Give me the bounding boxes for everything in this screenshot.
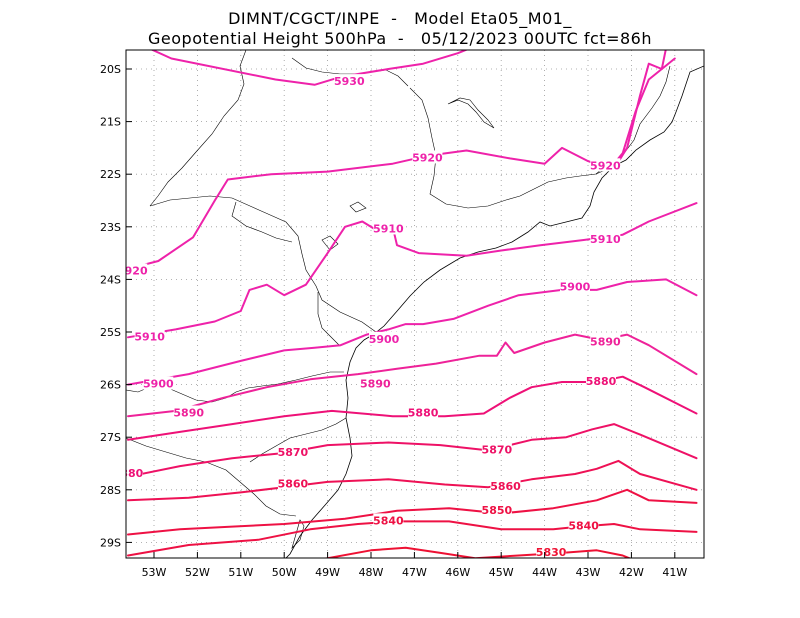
plot-background xyxy=(126,50,704,558)
contour-label: 5880 xyxy=(408,407,439,420)
contour-label: 5890 xyxy=(173,407,204,420)
contour-5910 xyxy=(127,202,698,339)
contour-label-bg xyxy=(481,442,512,456)
contour-labels: 5930 5920 5920 5920 5910 5910 5910 5900 5900 5900… xyxy=(113,74,621,559)
contour-label-bg xyxy=(490,479,521,493)
lon-tick-label: 41W xyxy=(662,566,687,579)
lon-tick-label: 45W xyxy=(489,566,514,579)
lat-tick-label: 29S xyxy=(100,536,121,549)
contour-label: 5910 xyxy=(590,233,621,246)
state-border xyxy=(231,201,293,243)
contour-label-bg xyxy=(334,74,365,88)
contour-label: 5870 xyxy=(278,446,309,459)
plot-frame xyxy=(125,49,705,559)
contour-label: 5920 xyxy=(117,265,148,278)
contour-label: 5910 xyxy=(134,330,165,343)
contour-label: 5840 xyxy=(373,514,404,527)
contour-5920 xyxy=(127,57,676,270)
lat-tick-label: 22S xyxy=(100,168,121,181)
lat-tick-label: 24S xyxy=(100,273,121,286)
state-border xyxy=(409,87,607,209)
contour-label: 5900 xyxy=(560,280,591,293)
state-border xyxy=(317,292,341,347)
state-border xyxy=(149,50,247,207)
contour-label: 5830 xyxy=(536,546,567,559)
contour-label: 5930 xyxy=(334,75,365,88)
lon-tick-label: 43W xyxy=(576,566,601,579)
lon-tick-label: 47W xyxy=(402,566,427,579)
contour-5930 xyxy=(613,50,667,170)
contour-5870 xyxy=(127,423,698,478)
longitude-axis: 53W 52W 51W 50W 49W 48W 47W 46W 45W 44W 43W 42W 41W xyxy=(142,552,687,579)
contour-label-bg xyxy=(173,405,204,419)
figure-title-line2: Geopotential Height 500hPa - 05/12/2023 … xyxy=(148,29,652,48)
contour-label-bg xyxy=(412,150,443,164)
lat-tick-label: 23S xyxy=(100,221,121,234)
lon-tick-label: 44W xyxy=(532,566,557,579)
contour-label-bg xyxy=(586,373,617,387)
contour-label-bg xyxy=(590,231,621,245)
lon-tick-label: 46W xyxy=(445,566,470,579)
contour-label: 5860 xyxy=(278,478,309,491)
lat-tick-label: 25S xyxy=(100,326,121,339)
figure-title-line1: DIMNT/CGCT/INPE - Model Eta05_M01_ xyxy=(228,9,572,28)
contour-label: 5910 xyxy=(373,222,404,235)
lat-tick-label: 20S xyxy=(100,63,121,76)
contour-label-bg xyxy=(481,502,512,516)
contour-label: 5870 xyxy=(482,443,513,456)
lat-tick-label: 26S xyxy=(100,379,121,392)
lon-tick-label: 53W xyxy=(142,566,167,579)
contour-label: 5880 xyxy=(586,375,617,388)
contour-label: 5900 xyxy=(143,378,174,391)
contour-label-bg xyxy=(360,376,391,390)
contour-label-bg xyxy=(277,476,308,490)
contour-label: 5920 xyxy=(412,151,443,164)
contour-label: 5920 xyxy=(590,159,621,172)
lon-tick-label: 51W xyxy=(228,566,253,579)
contour-5840 xyxy=(127,520,698,557)
contour-5860 xyxy=(127,459,698,502)
contour-label-bg xyxy=(369,331,400,345)
contour-label-bg xyxy=(559,279,590,293)
contour-label-bg xyxy=(373,221,404,235)
contour-label-bg xyxy=(277,444,308,458)
contour-label-bg xyxy=(568,518,599,532)
contour-label-bg xyxy=(126,466,143,480)
contour-label: 5850 xyxy=(482,504,513,517)
state-border xyxy=(126,437,297,517)
contour-label-bg xyxy=(536,544,567,558)
reservoir xyxy=(321,235,339,251)
reservoir xyxy=(447,97,495,129)
contour-label-bg xyxy=(126,263,148,277)
state-border xyxy=(249,417,347,463)
lat-tick-label: 27S xyxy=(100,431,121,444)
reservoir xyxy=(349,201,367,213)
contour-label: 5900 xyxy=(369,333,400,346)
contour-label-bg xyxy=(590,334,621,348)
contour-5900 xyxy=(127,278,698,386)
lon-tick-label: 49W xyxy=(315,566,340,579)
lon-tick-label: 50W xyxy=(272,566,297,579)
contour-label: 5860 xyxy=(490,480,521,493)
state-border xyxy=(149,195,377,333)
contour-label-bg xyxy=(143,376,174,390)
contour-label-bg xyxy=(590,158,621,172)
lat-tick-label: 28S xyxy=(100,484,121,497)
contour-label: 5890 xyxy=(590,336,621,349)
contour-5850 xyxy=(127,488,698,536)
lon-tick-label: 52W xyxy=(185,566,210,579)
contour-label: 5840 xyxy=(568,520,599,533)
contour-label-bg xyxy=(408,405,439,419)
lon-tick-label: 42W xyxy=(619,566,644,579)
coastline xyxy=(285,65,704,558)
contour-label: 5880 xyxy=(113,467,144,480)
lon-tick-label: 48W xyxy=(359,566,384,579)
contour-label-bg xyxy=(134,329,165,343)
contour-label: 5890 xyxy=(360,378,391,391)
lat-tick-label: 21S xyxy=(100,116,121,129)
latitude-axis: 20S 21S 22S 23S 24S 25S 26S 27S 28S 29S xyxy=(100,63,132,549)
contour-label-bg xyxy=(373,513,404,527)
